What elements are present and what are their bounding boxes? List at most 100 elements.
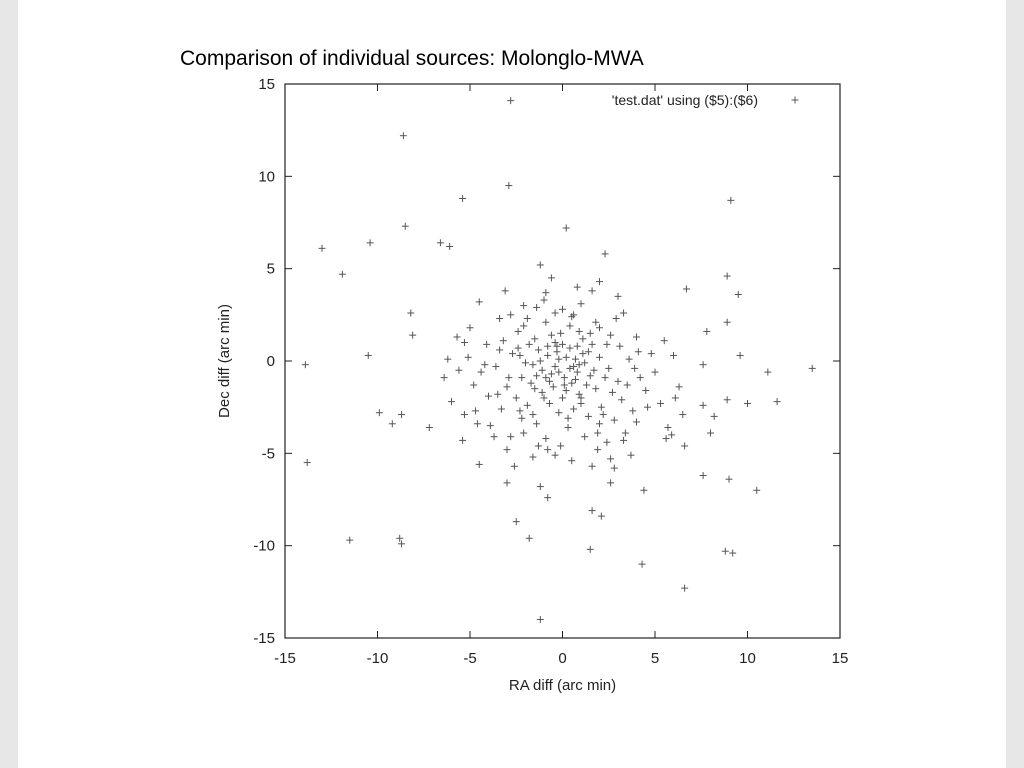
data-point	[494, 390, 502, 398]
data-point	[773, 398, 781, 406]
data-point	[514, 344, 522, 352]
data-point	[542, 435, 550, 443]
y-tick-label: 15	[258, 76, 275, 93]
x-tick-label: -15	[274, 650, 296, 667]
data-point	[610, 416, 618, 424]
data-point	[581, 433, 589, 441]
data-point	[542, 318, 550, 326]
data-point	[570, 363, 578, 371]
data-point	[681, 442, 689, 450]
data-point	[597, 403, 605, 411]
axis-tick-labels: -15 -10 -5 0 5 10 15 -15 -10 -5 0 5 10 15	[253, 76, 848, 667]
data-point	[616, 342, 624, 350]
data-point	[596, 420, 603, 428]
data-point	[596, 278, 603, 286]
data-point	[647, 350, 655, 358]
data-point	[723, 318, 731, 326]
data-point	[477, 368, 485, 376]
data-point	[607, 479, 615, 487]
data-point	[699, 401, 707, 409]
data-point	[614, 377, 622, 385]
data-point	[536, 357, 544, 365]
data-point	[399, 132, 407, 140]
data-point	[570, 311, 578, 319]
data-point	[675, 383, 683, 391]
data-point	[564, 423, 572, 431]
y-tick-label: -15	[253, 630, 275, 647]
data-point	[682, 285, 690, 293]
data-point	[496, 346, 504, 354]
data-point	[631, 364, 639, 372]
data-point	[547, 274, 555, 282]
data-point	[527, 379, 535, 387]
data-point	[568, 457, 576, 465]
data-point	[555, 409, 563, 417]
data-point	[657, 399, 665, 407]
data-point	[634, 348, 642, 356]
data-point	[492, 363, 500, 371]
data-point	[547, 370, 555, 378]
data-point	[303, 459, 311, 467]
data-point	[596, 324, 603, 332]
y-axis-title: Dec diff (arc min)	[216, 304, 233, 418]
data-point	[679, 411, 687, 419]
x-tick-label: 0	[558, 650, 566, 667]
data-point	[638, 560, 646, 568]
data-point	[375, 409, 383, 417]
data-point	[514, 327, 522, 335]
y-tick-label: 0	[267, 353, 275, 370]
data-point	[529, 361, 537, 369]
legend-label: 'test.dat' using ($5):($6)	[612, 92, 758, 108]
data-point	[507, 433, 515, 441]
data-point	[529, 411, 537, 419]
data-point	[573, 283, 581, 291]
data-point	[575, 390, 583, 398]
data-point	[446, 243, 454, 251]
data-point	[503, 383, 511, 391]
data-point	[525, 340, 533, 348]
data-point	[640, 486, 648, 494]
data-point	[533, 303, 541, 311]
data-point	[620, 436, 628, 444]
data-point	[736, 351, 744, 359]
data-point	[723, 396, 731, 404]
data-point	[559, 340, 566, 348]
data-point	[660, 337, 668, 345]
data-point	[440, 374, 448, 382]
y-tick-label: -10	[253, 538, 275, 555]
data-point	[592, 385, 600, 393]
data-point	[436, 239, 444, 247]
data-point	[557, 442, 565, 450]
x-tick-label: 10	[739, 650, 756, 667]
data-point	[612, 315, 620, 323]
legend-marker	[791, 96, 799, 104]
data-point	[725, 475, 733, 483]
data-point	[534, 346, 542, 354]
data-point	[699, 471, 707, 479]
data-point	[564, 414, 572, 422]
data-point	[734, 291, 742, 299]
data-point	[534, 442, 542, 450]
data-point	[520, 302, 528, 310]
data-point	[553, 348, 561, 356]
data-point	[560, 381, 568, 389]
data-point	[538, 388, 546, 396]
data-point	[544, 342, 552, 350]
data-point	[764, 368, 772, 376]
data-point	[396, 534, 404, 542]
data-point	[407, 309, 415, 317]
data-point	[601, 250, 609, 258]
data-point	[444, 355, 452, 363]
data-point	[597, 512, 605, 520]
data-point	[551, 309, 559, 317]
data-point	[681, 584, 689, 592]
data-point	[573, 368, 581, 376]
data-point	[618, 396, 626, 404]
data-point	[448, 398, 455, 406]
data-point	[594, 429, 602, 437]
data-point	[455, 366, 463, 374]
data-point	[544, 446, 552, 454]
data-point	[603, 438, 611, 446]
data-point	[525, 534, 533, 542]
data-point	[651, 368, 659, 376]
